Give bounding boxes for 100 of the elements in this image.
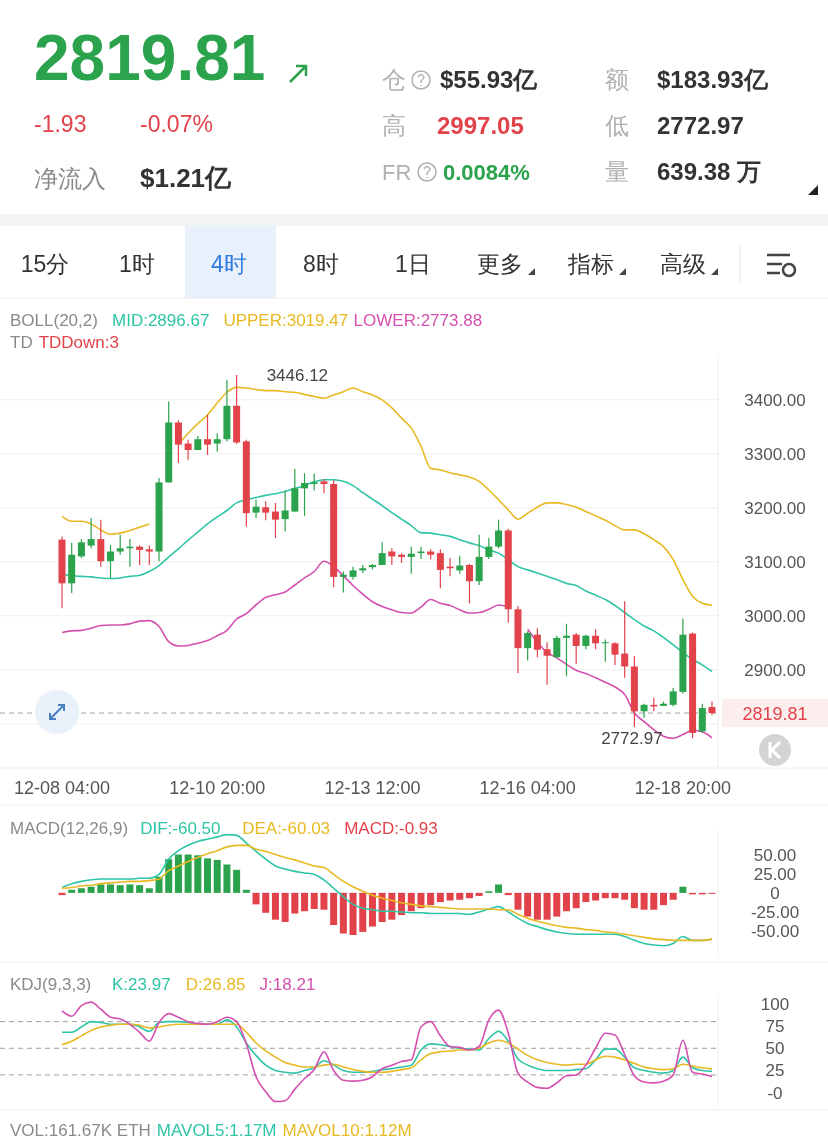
text: 额 [605, 66, 629, 93]
series-label: DIF:-60.50 [140, 819, 221, 838]
candlestick [339, 570, 347, 594]
bar [68, 889, 76, 893]
bar [427, 892, 435, 906]
text: 15分 [20, 251, 70, 277]
text: $183.93亿 [657, 66, 769, 93]
text: LOWER:2773.88 [353, 311, 483, 330]
bar [339, 892, 347, 934]
text: 高 [382, 112, 406, 139]
bar [650, 892, 658, 910]
candlestick [611, 641, 619, 666]
text: 0.0084% [443, 160, 530, 185]
text: UPPER:3019.47 [223, 311, 349, 330]
candlestick [320, 478, 328, 494]
text: 高级 [660, 251, 706, 277]
candlestick [407, 546, 415, 575]
bar [281, 892, 289, 922]
y-tick-label: 25.00 [753, 864, 797, 884]
text: MACD:-0.93 [344, 819, 438, 838]
bar [330, 892, 338, 926]
bar [659, 892, 667, 906]
candlestick [485, 537, 493, 560]
chart-title: BOLL(20,2) [10, 311, 98, 330]
text: 1时 [119, 251, 155, 277]
bar [436, 892, 444, 903]
x-tick-label: 12-13 12:00 [324, 778, 421, 798]
candlestick [77, 538, 85, 559]
bar [446, 892, 454, 901]
bar [465, 892, 473, 899]
text: TDDown:3 [38, 333, 119, 352]
candlestick [465, 563, 473, 604]
bar [184, 854, 192, 893]
y-tick-label: 50 [765, 1039, 785, 1059]
bar [252, 892, 260, 905]
text: $55.93亿 [440, 66, 539, 93]
bar [77, 888, 85, 893]
bar [145, 888, 153, 893]
bar [582, 892, 590, 903]
candlestick [204, 414, 212, 456]
y-tick-label: 0 [770, 883, 780, 903]
bar [349, 892, 357, 936]
y-tick-label: 3100.00 [744, 552, 806, 572]
chart-title: MACD(12,26,9) [10, 819, 129, 838]
text: 2772.97 [657, 112, 744, 139]
annotation: 3446.12 [266, 365, 329, 385]
chart-title: KDJ(9,3,3) [10, 975, 92, 994]
bar [679, 886, 687, 893]
candlestick [213, 432, 221, 453]
text: 低 [605, 112, 629, 139]
candlestick [301, 472, 309, 517]
bar [553, 892, 561, 917]
y-tick-label: -0 [767, 1083, 783, 1103]
text: 2819.81 [34, 22, 266, 94]
annotation: 2772.97 [601, 729, 663, 749]
text: 639.38 万 [657, 158, 762, 185]
bar [611, 892, 619, 899]
bar [271, 892, 279, 920]
bar [242, 889, 250, 893]
text: 8时 [303, 251, 339, 277]
candlestick [87, 517, 95, 549]
candlestick [174, 419, 182, 464]
bar [310, 892, 318, 909]
candlestick [252, 499, 260, 519]
series-label: DEA:-60.03 [242, 819, 331, 838]
candlestick [533, 627, 541, 658]
bar [204, 858, 212, 893]
bar [223, 864, 231, 893]
text: FR [382, 160, 412, 185]
candlestick [562, 623, 570, 677]
bar [174, 854, 182, 893]
bar [87, 886, 95, 893]
bar [320, 892, 328, 910]
y-tick-label: 100 [760, 994, 790, 1014]
x-tick-label: 12-08 04:00 [13, 778, 111, 798]
bar [136, 885, 144, 893]
y-tick-label: 2900.00 [744, 660, 806, 680]
y-tick-label: 3300.00 [744, 444, 806, 464]
candlestick [184, 439, 192, 461]
bar [562, 892, 570, 912]
bar [533, 892, 541, 920]
candlestick [116, 534, 124, 556]
bar [456, 892, 464, 900]
candlestick [262, 500, 270, 521]
bar [213, 859, 221, 893]
text: 1日 [395, 251, 431, 277]
bar [194, 855, 202, 893]
bar [524, 892, 532, 917]
text: MID:2896.67 [112, 311, 210, 330]
candlestick [621, 600, 629, 679]
text: -1.93 [34, 111, 87, 137]
bar [233, 869, 241, 893]
candlestick [436, 548, 444, 589]
bar [359, 892, 367, 932]
series-label: D:26.85 [185, 975, 246, 994]
candlestick [543, 641, 551, 686]
text: VOL:161.67K ETH [10, 1121, 151, 1140]
bar [669, 892, 677, 900]
bar [592, 892, 600, 901]
bar [301, 892, 309, 912]
